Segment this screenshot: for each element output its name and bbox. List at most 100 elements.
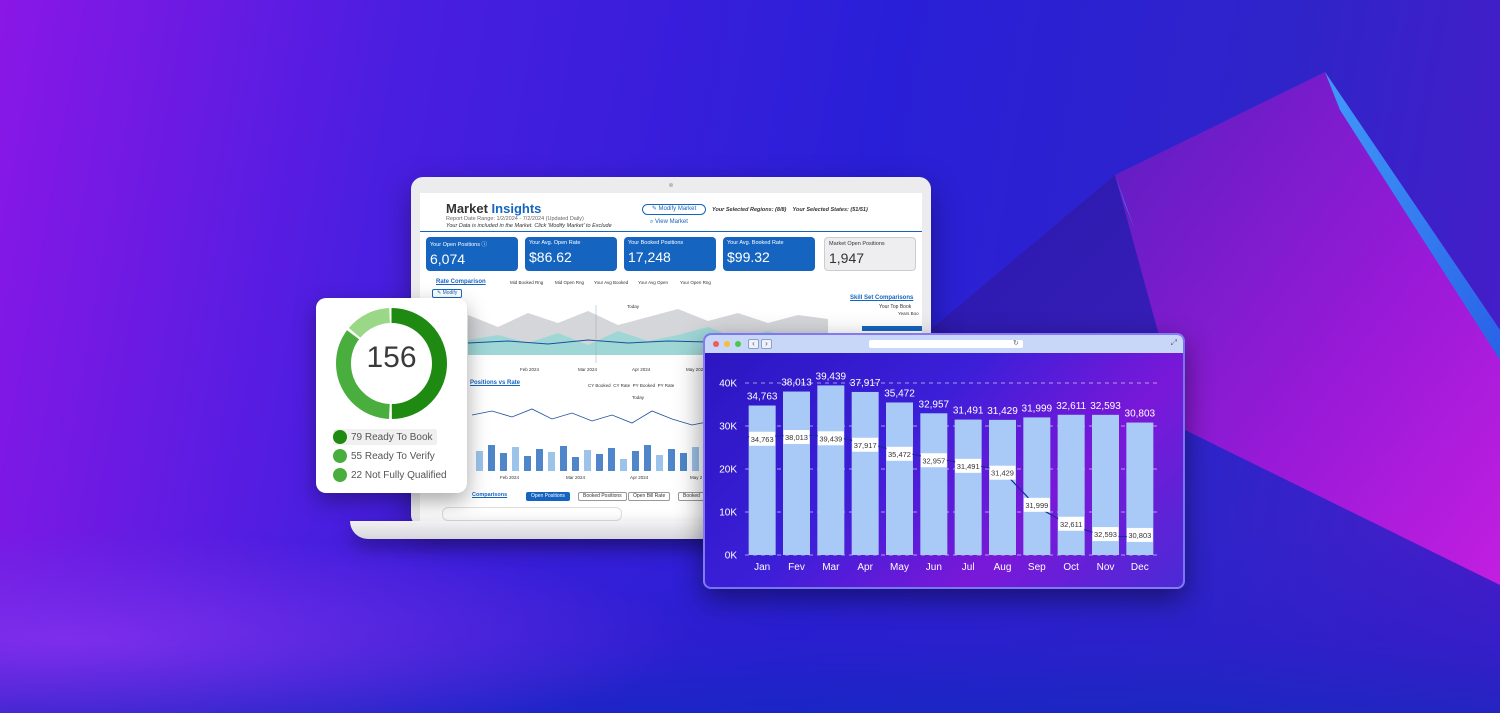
data-label: 39,439 <box>817 431 844 446</box>
legend-mid-open: Mid Open Rng <box>555 280 585 285</box>
month-label: Mar 2024 <box>578 367 598 372</box>
data-label-box <box>989 465 1016 480</box>
bar-top-label: 39,439 <box>816 371 847 382</box>
years-book: Years Boo <box>898 311 919 316</box>
rate-comparison-title[interactable]: Rate Comparison <box>436 279 486 285</box>
kpi-booked-positions[interactable]: Your Booked Positions 17,248 <box>624 237 716 271</box>
view-market-link[interactable]: ⌕ View Market <box>650 219 688 225</box>
address-bar[interactable] <box>869 340 1023 348</box>
data-label-box <box>1023 497 1050 512</box>
month-label: May 2 <box>690 475 703 480</box>
data-label: 31,999 <box>1023 497 1050 512</box>
comparison-panel <box>442 507 622 521</box>
legend-not-qualified: 22 Not Fully Qualified <box>333 467 447 483</box>
title-part-b: Insights <box>491 201 542 216</box>
kpi-avg-open-rate[interactable]: Your Avg. Open Rate $86.62 <box>525 237 617 271</box>
bar[interactable] <box>989 419 1016 555</box>
camera-icon <box>669 183 673 187</box>
legend-ready-to-verify: 55 Ready To Verify <box>333 448 435 464</box>
data-label: 38,013 <box>783 430 810 445</box>
donut-segment <box>336 308 447 419</box>
data-label-box <box>783 430 810 445</box>
bar[interactable] <box>1023 417 1051 555</box>
data-label-text: 30,803 <box>1128 531 1151 540</box>
bar[interactable] <box>748 405 776 555</box>
tab-open-bill-rate[interactable]: Open Bill Rate <box>628 492 671 501</box>
bar-top-label: 32,593 <box>1090 401 1121 412</box>
tab-open-positions[interactable]: Open Positions <box>526 492 570 501</box>
expand-icon[interactable]: ⤢ <box>1170 338 1177 347</box>
mini-bar <box>620 459 627 471</box>
your-top-book: Your Top Book <box>879 304 912 310</box>
data-label-box <box>1126 527 1153 542</box>
bar-top-label: 32,957 <box>919 399 950 410</box>
x-tick-label: Mar <box>822 562 840 573</box>
legend-label: 22 Not Fully Qualified <box>351 469 447 481</box>
regions-text: Your Selected Regions: (8/8) <box>712 207 787 213</box>
title-part-a: Market <box>446 201 488 216</box>
maximize-dot-icon[interactable] <box>735 341 741 347</box>
data-label: 32,611 <box>1058 516 1085 531</box>
legend-mid-booked: Mid Booked Rng <box>510 280 544 285</box>
y-tick-label: 40K <box>719 379 737 390</box>
today-marker-label: Today <box>632 395 645 400</box>
header-divider <box>420 231 922 232</box>
legend-label: 55 Ready To Verify <box>351 450 435 462</box>
report-range: Report Date Range: 1/2/2024 - 7/2/2024 (… <box>446 216 584 222</box>
bar[interactable] <box>817 385 845 555</box>
data-label-box <box>817 431 844 446</box>
modify-button[interactable]: ✎ Modify <box>432 289 463 298</box>
legend-avg-booked: Your Avg Booked <box>594 280 629 285</box>
browser-window: ‹ › ↻ ⤢ 0K 10K 20K 30K 40K 34,763 Jan 38,013 Fev… <box>703 333 1185 589</box>
legend-cy-booked: CY Booked <box>588 383 611 388</box>
bar-top-label: 38,013 <box>781 378 812 389</box>
skill-bar <box>862 326 922 331</box>
kpi-avg-booked-rate[interactable]: Your Avg. Booked Rate $99.32 <box>723 237 815 271</box>
x-tick-label: Apr <box>857 562 873 573</box>
kpi-open-positions[interactable]: Your Open Positions ⓘ 6,074 <box>426 237 518 271</box>
y-tick-label: 30K <box>719 422 737 433</box>
x-tick-label: Jul <box>962 562 975 573</box>
back-icon[interactable]: ‹ <box>748 339 759 349</box>
donut-total: 156 <box>366 341 417 374</box>
page-title: Market Insights <box>446 201 612 216</box>
positions-legend: CY Booked CY Rate PY Booked PY Rate <box>588 383 718 388</box>
bar-top-label: 35,472 <box>884 388 915 399</box>
bar[interactable] <box>920 413 948 555</box>
kpi-value: 6,074 <box>430 251 466 267</box>
forward-icon[interactable]: › <box>761 339 772 349</box>
bar[interactable] <box>1057 414 1085 555</box>
reload-icon[interactable]: ↻ <box>1013 340 1019 347</box>
bar[interactable] <box>851 391 879 555</box>
bar-top-label: 31,429 <box>987 406 1018 417</box>
x-tick-label: Oct <box>1063 562 1079 573</box>
kpi-label: Your Open Positions ⓘ <box>430 242 487 248</box>
data-label-text: 32,593 <box>1094 530 1117 539</box>
bar[interactable] <box>886 402 913 555</box>
data-label-text: 35,472 <box>888 450 911 459</box>
tab-booked[interactable]: Booked <box>678 492 705 501</box>
kpi-value: 17,248 <box>628 249 671 265</box>
mini-bar <box>476 451 483 471</box>
bar[interactable] <box>954 419 982 555</box>
mini-bar <box>668 449 675 471</box>
mini-bar <box>644 445 651 471</box>
tab-booked-positions[interactable]: Booked Positions <box>578 492 627 501</box>
bar[interactable] <box>783 391 810 555</box>
comparisons-title: Comparisons <box>472 492 508 498</box>
data-label-text: 32,957 <box>922 456 945 465</box>
legend-py-booked: PY Booked <box>632 383 656 388</box>
minimize-dot-icon[interactable] <box>724 341 730 347</box>
kpi-value: $86.62 <box>529 249 572 265</box>
month-label: Apr 2024 <box>632 367 651 372</box>
modify-market-button[interactable]: ✎ Modify Market <box>642 204 706 215</box>
bar-top-label: 32,611 <box>1056 401 1086 412</box>
data-label: 37,917 <box>852 437 879 452</box>
kpi-market-open-positions[interactable]: Market Open Positions 1,947 <box>824 237 916 271</box>
kpi-label: Your Booked Positions <box>628 240 684 246</box>
data-label-box <box>749 431 776 446</box>
data-label-text: 31,491 <box>957 462 980 471</box>
mini-bar <box>524 456 531 471</box>
data-label-text: 31,999 <box>1025 501 1048 510</box>
close-dot-icon[interactable] <box>713 341 719 347</box>
